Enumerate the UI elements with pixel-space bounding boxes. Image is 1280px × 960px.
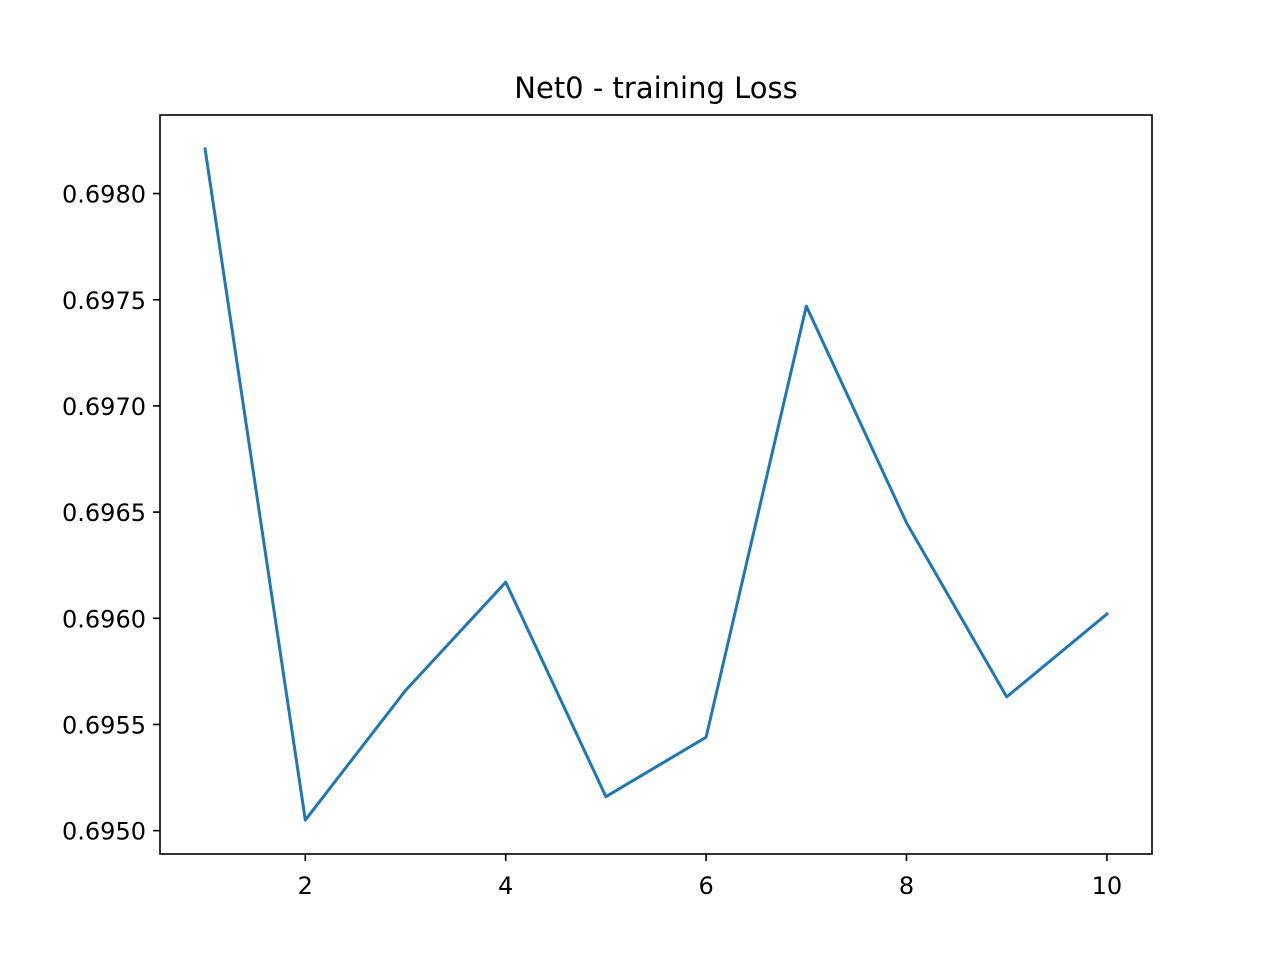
x-tick-label: 10 xyxy=(1092,872,1123,900)
x-tick-label: 2 xyxy=(298,872,313,900)
x-tick-label: 8 xyxy=(899,872,914,900)
y-tick-label: 0.6965 xyxy=(62,499,146,527)
plot-frame xyxy=(159,114,1153,855)
series-layer xyxy=(203,147,1110,822)
x-axis-ticks: 2 4 6 8 10 xyxy=(298,854,1123,900)
y-tick-label: 0.6980 xyxy=(62,181,146,209)
y-tick-label: 0.6950 xyxy=(62,818,146,846)
y-tick-label: 0.6975 xyxy=(62,287,146,315)
series-line-0 xyxy=(203,147,1110,822)
y-tick-label: 0.6955 xyxy=(62,711,146,739)
chart-title: Net0 - training Loss xyxy=(514,71,797,105)
x-tick-label: 4 xyxy=(498,872,513,900)
y-axis-ticks: 0.6950 0.6955 0.6960 0.6965 0.6970 0.6975 0.69… xyxy=(62,181,160,846)
y-tick-label: 0.6970 xyxy=(62,393,146,421)
x-tick-label: 6 xyxy=(698,872,713,900)
y-tick-label: 0.6960 xyxy=(62,605,146,633)
